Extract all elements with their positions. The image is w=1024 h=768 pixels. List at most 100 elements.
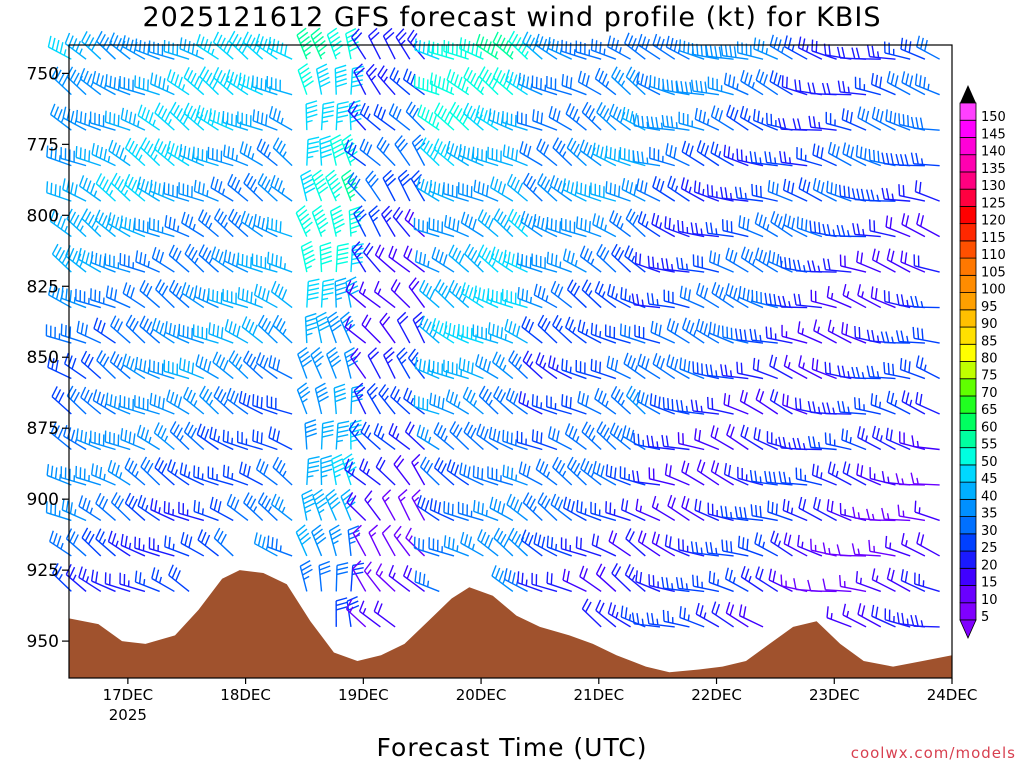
- barb-flag: [392, 425, 398, 437]
- barb-flag: [411, 489, 421, 499]
- barb-flag: [591, 142, 596, 155]
- barb-flag: [640, 73, 644, 85]
- barb-flag: [348, 282, 355, 294]
- wind-barb: [595, 599, 617, 628]
- wind-barb: [636, 390, 661, 415]
- barb-flag: [842, 603, 847, 616]
- wind-barb: [257, 173, 278, 202]
- barb-flag: [279, 462, 286, 474]
- barb-flag: [410, 170, 420, 180]
- wind-barb: [368, 524, 382, 557]
- barb-flag: [317, 72, 329, 79]
- wind-barb: [119, 76, 146, 96]
- wind-barb: [368, 27, 382, 60]
- barb-flag: [478, 356, 484, 368]
- barb-half-flag: [561, 470, 567, 477]
- barb-flag: [585, 75, 590, 87]
- barb-flag: [113, 318, 120, 330]
- barb-flag: [765, 326, 768, 338]
- wind-barb: [213, 386, 234, 415]
- barb-half-flag: [641, 299, 644, 306]
- barb-flag: [431, 246, 437, 259]
- wind-barb: [105, 392, 131, 415]
- barb-flag: [517, 182, 524, 194]
- barb-flag: [517, 72, 521, 85]
- barb-flag: [485, 72, 493, 84]
- barb-half-flag: [208, 399, 214, 406]
- barb-flag: [249, 179, 257, 190]
- wind-barb: [636, 71, 661, 96]
- barb-flag: [875, 108, 880, 121]
- barb-flag: [852, 223, 856, 235]
- barb-flag: [396, 458, 405, 469]
- barb-flag: [617, 392, 624, 403]
- wind-barb: [737, 535, 764, 557]
- barb-flag: [252, 429, 255, 441]
- barb-half-flag: [396, 77, 401, 84]
- barb-flag: [830, 500, 834, 513]
- barb-flag: [709, 542, 713, 554]
- barb-flag: [606, 355, 611, 368]
- wind-barb: [477, 529, 499, 557]
- barb-flag: [802, 498, 807, 511]
- barb-flag: [90, 463, 94, 475]
- barb-flag: [652, 33, 658, 46]
- barb-half-flag: [788, 477, 791, 484]
- barb-flag: [748, 251, 754, 263]
- barb-flag: [110, 492, 118, 503]
- barb-flag: [214, 248, 220, 261]
- wind-barb: [502, 144, 528, 167]
- wind-barb: [812, 143, 837, 167]
- barb-flag: [492, 67, 499, 78]
- barb-flag: [105, 74, 108, 86]
- barb-flag: [584, 219, 587, 231]
- wind-barb: [797, 36, 823, 60]
- barb-flag: [420, 106, 426, 119]
- barb-flag: [507, 208, 514, 220]
- barb-flag: [337, 247, 349, 252]
- barb-flag: [681, 220, 684, 233]
- barb-flag: [347, 285, 359, 292]
- wind-barb: [838, 575, 867, 593]
- barb-flag: [575, 216, 579, 228]
- barb-flag: [621, 106, 626, 119]
- barb-half-flag: [335, 229, 342, 234]
- barb-flag: [297, 346, 308, 355]
- barb-flag: [503, 249, 507, 262]
- barb-flag: [322, 114, 334, 119]
- wind-barb: [575, 181, 602, 202]
- barb-flag: [199, 66, 206, 77]
- barb-half-flag: [777, 540, 782, 547]
- wind-barb: [487, 146, 514, 167]
- wind-barb: [518, 461, 543, 486]
- barb-flag: [381, 316, 391, 327]
- barb-flag: [304, 419, 317, 425]
- wind-barb: [552, 314, 573, 344]
- barb-flag: [388, 245, 394, 257]
- barb-flag: [299, 67, 310, 75]
- barb-flag: [320, 148, 332, 154]
- barb-flag: [161, 108, 168, 120]
- barb-flag: [502, 40, 509, 52]
- wind-barb: [134, 75, 160, 96]
- barb-flag: [695, 222, 699, 235]
- barb-flag: [405, 101, 413, 113]
- barb-half-flag: [718, 151, 722, 158]
- wind-barb: [783, 213, 808, 238]
- barb-flag: [72, 534, 79, 546]
- barb-flag: [330, 36, 341, 44]
- barb-flag: [547, 355, 552, 367]
- wind-barb: [633, 432, 661, 451]
- barb-flag: [420, 178, 425, 191]
- barb-flag: [628, 326, 631, 338]
- barb-flag: [252, 40, 259, 52]
- barb-flag: [177, 396, 183, 408]
- barb-flag: [786, 500, 790, 513]
- wind-barb: [792, 118, 822, 131]
- barb-flag: [414, 315, 425, 325]
- barb-flag: [437, 396, 441, 408]
- wind-barb: [562, 248, 587, 273]
- wind-barb: [192, 146, 219, 167]
- barb-half-flag: [730, 511, 733, 519]
- barb-half-flag: [172, 543, 175, 551]
